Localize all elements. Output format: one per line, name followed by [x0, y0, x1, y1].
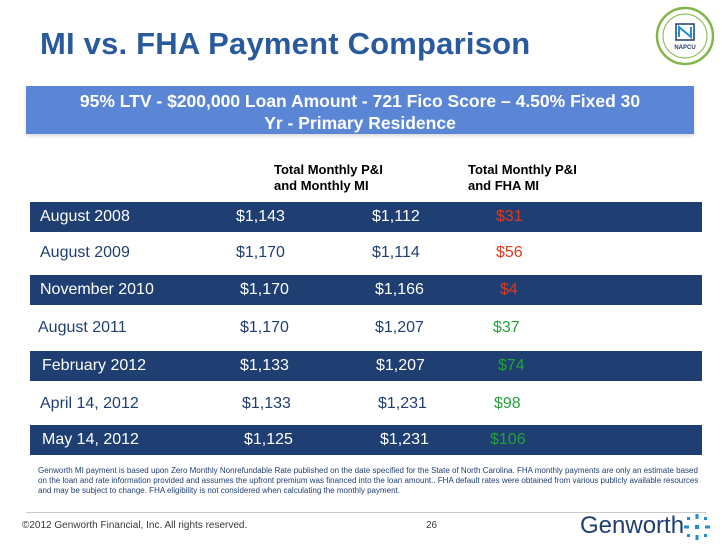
row-difference: $56	[496, 244, 523, 261]
row-fha-payment: $1,231	[378, 395, 427, 412]
slide-title: MI vs. FHA Payment Comparison	[40, 26, 531, 61]
row-mi-payment: $1,170	[240, 281, 289, 298]
row-fha-payment: $1,114	[372, 244, 420, 261]
mi-header-line-1: Total Monthly P&I	[274, 162, 383, 177]
row-mi-payment: $1,170	[240, 319, 289, 336]
row-date: April 14, 2012	[40, 395, 139, 412]
row-date: August 2009	[40, 244, 130, 261]
table-row: August 2011 $1,170 $1,207 $37	[30, 313, 702, 343]
row-fha-payment: $1,112	[372, 208, 420, 225]
table-row: April 14, 2012 $1,133 $1,231 $98	[30, 389, 702, 419]
row-mi-payment: $1,133	[240, 357, 289, 374]
fha-header-line-1: Total Monthly P&I	[468, 162, 577, 177]
footer-divider	[26, 512, 706, 513]
copyright-text: ©2012 Genworth Financial, Inc. All right…	[22, 520, 248, 531]
row-fha-payment: $1,207	[375, 319, 424, 336]
row-mi-payment: $1,133	[242, 395, 291, 412]
row-difference: $74	[498, 357, 525, 374]
fha-header-line-2: and FHA MI	[468, 178, 540, 193]
row-date: February 2012	[42, 357, 147, 374]
row-difference: $31	[496, 208, 523, 225]
row-difference: $98	[494, 395, 521, 412]
table-row: May 14, 2012 $1,125 $1,231 $106	[30, 425, 702, 455]
table-row: August 2008 $1,143 $1,112 $31	[30, 202, 702, 232]
napcu-badge-icon: NAPCU	[655, 6, 715, 66]
row-fha-payment: $1,207	[376, 357, 425, 374]
genworth-logo-icon	[684, 514, 710, 540]
table-row: August 2009 $1,170 $1,114 $56	[30, 238, 702, 268]
row-fha-payment: $1,166	[375, 281, 424, 298]
row-difference: $106	[490, 431, 526, 448]
row-difference: $37	[493, 319, 520, 336]
badge-label: NAPCU	[674, 45, 695, 51]
subtitle-line-2: Yr - Primary Residence	[264, 113, 456, 133]
row-date: May 14, 2012	[42, 431, 139, 448]
footnote-disclaimer: Genworth MI payment is based upon Zero M…	[38, 466, 699, 495]
mi-column-header: Total Monthly P&I and Monthly MI	[274, 162, 383, 194]
genworth-logo-text: Genworth	[580, 512, 685, 539]
mi-header-line-2: and Monthly MI	[274, 178, 369, 193]
subtitle-line-1: 95% LTV - $200,000 Loan Amount - 721 Fic…	[79, 91, 641, 111]
table-row: November 2010 $1,170 $1,166 $4	[30, 275, 702, 305]
row-date: November 2010	[40, 281, 154, 298]
row-mi-payment: $1,125	[244, 431, 293, 448]
row-date: August 2011	[38, 319, 127, 336]
table-row: February 2012 $1,133 $1,207 $74	[30, 351, 702, 381]
subtitle-banner: 95% LTV - $200,000 Loan Amount - 721 Fic…	[26, 86, 694, 134]
row-difference: $4	[500, 281, 518, 298]
row-mi-payment: $1,170	[236, 244, 285, 261]
row-mi-payment: $1,143	[236, 208, 285, 225]
page-number: 26	[426, 520, 438, 531]
row-date: August 2008	[40, 208, 130, 225]
fha-column-header: Total Monthly P&I and FHA MI	[468, 162, 577, 194]
row-fha-payment: $1,231	[380, 431, 429, 448]
